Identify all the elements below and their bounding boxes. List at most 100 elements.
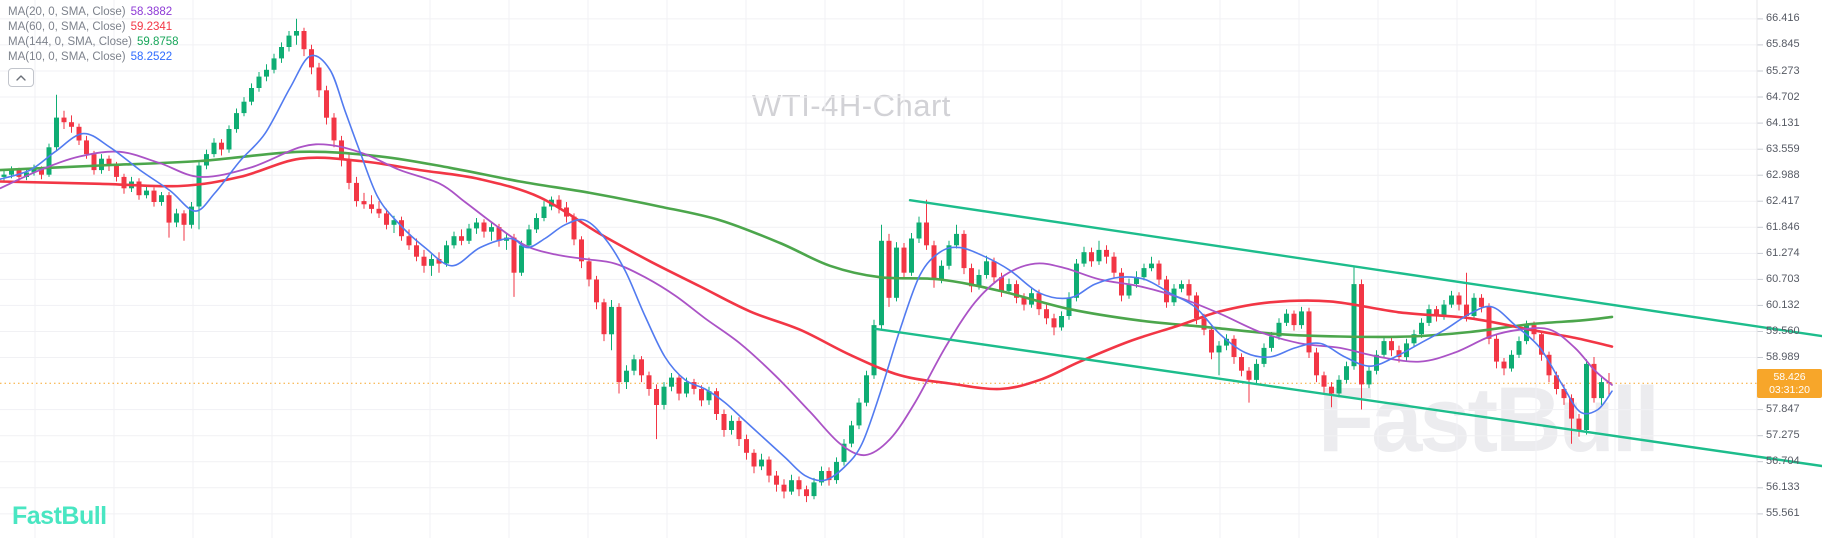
candle-down — [901, 247, 907, 273]
candle-up — [249, 88, 254, 102]
candle-up — [984, 261, 989, 275]
candle-down — [436, 259, 442, 264]
candle-down — [594, 279, 599, 303]
ma-legend-row[interactable]: MA(144, 0, SMA, Close) 59.8758 — [8, 35, 179, 50]
candle-down — [1456, 295, 1462, 305]
price-axis-label: 57.847 — [1766, 403, 1800, 416]
candle-down — [1494, 338, 1499, 362]
candle-down — [91, 154, 97, 171]
candle-up — [226, 129, 232, 150]
candle-down — [39, 169, 44, 175]
candle-down — [61, 117, 67, 123]
candle-down — [1239, 357, 1244, 371]
candle-up — [909, 238, 914, 273]
candle-down — [1089, 252, 1094, 262]
candle-down — [1021, 297, 1027, 305]
candle-up — [819, 471, 824, 483]
candle-up — [1584, 363, 1589, 430]
candle-up — [196, 165, 202, 207]
ma-legend-label: MA(10, 0, SMA, Close) — [8, 51, 126, 63]
candle-up — [294, 31, 299, 36]
candle-down — [1539, 334, 1544, 355]
candle-up — [1441, 304, 1447, 316]
candle-down — [744, 439, 749, 453]
candle-down — [219, 142, 224, 150]
price-axis-label: 66.416 — [1766, 12, 1800, 25]
candle-down — [639, 359, 644, 376]
price-axis-label: 61.274 — [1766, 246, 1800, 259]
candle-down — [324, 90, 329, 118]
candle-up — [256, 76, 262, 88]
candle-down — [781, 484, 787, 492]
candle-down — [421, 256, 427, 266]
candle-up — [1149, 263, 1154, 269]
candle-down — [331, 117, 337, 141]
candle-up — [31, 169, 37, 173]
candle-up — [1074, 263, 1079, 298]
ma-legend-row[interactable]: MA(20, 0, SMA, Close) 58.3882 — [8, 5, 179, 20]
candle-up — [1276, 322, 1282, 337]
candle-down — [1014, 284, 1019, 298]
candle-down — [1569, 398, 1574, 419]
candle-up — [849, 425, 854, 444]
price-axis-label: 56.133 — [1766, 481, 1800, 494]
ma-legend-label: MA(144, 0, SMA, Close) — [8, 36, 132, 48]
candle-up — [1374, 354, 1379, 371]
candle-down — [309, 49, 314, 68]
candle-up — [1336, 379, 1342, 394]
candle-down — [691, 382, 697, 389]
candle-down — [166, 195, 172, 223]
candle-down — [654, 389, 659, 405]
candle-up — [631, 359, 637, 371]
candle-up — [609, 306, 614, 335]
candle-down — [1464, 304, 1469, 316]
candle-up — [1261, 347, 1267, 364]
candle-down — [406, 236, 412, 246]
candle-up — [541, 206, 547, 218]
price-axis-label: 62.988 — [1766, 168, 1800, 181]
candle-up — [1599, 382, 1604, 399]
candle-up — [1224, 338, 1229, 346]
candle-down — [571, 216, 577, 240]
candle-down — [1321, 375, 1327, 387]
ma-legend-row[interactable]: MA(60, 0, SMA, Close) 59.2341 — [8, 20, 179, 35]
candle-down — [69, 122, 74, 127]
price-axis-label: 65.273 — [1766, 64, 1800, 77]
candle-up — [1134, 277, 1139, 284]
candle-down — [579, 239, 584, 262]
ma-legend-row[interactable]: MA(10, 0, SMA, Close) 58.2522 — [8, 50, 179, 65]
candle-up — [946, 245, 952, 266]
price-axis-label: 61.846 — [1766, 220, 1800, 233]
candle-up — [1179, 284, 1184, 289]
candle-up — [684, 382, 689, 394]
candle-down — [931, 245, 937, 280]
candle-down — [151, 190, 157, 202]
legend-collapse-button[interactable] — [8, 68, 34, 87]
candle-down — [616, 306, 622, 383]
candle-up — [474, 222, 479, 229]
candle-down — [1486, 306, 1492, 339]
candle-up — [1524, 325, 1529, 342]
candle-countdown: 03:31:20 — [1769, 383, 1810, 396]
candle-up — [234, 113, 239, 130]
candle-down — [414, 245, 419, 257]
candle-down — [496, 227, 502, 241]
candle-down — [1554, 375, 1559, 389]
candle-down — [1434, 309, 1439, 316]
candle-up — [1419, 322, 1424, 335]
candle-up — [1059, 316, 1064, 328]
candle-down — [1359, 284, 1364, 385]
ma-legend-label: MA(60, 0, SMA, Close) — [8, 21, 126, 33]
fastbull-logo: FastBull — [12, 502, 107, 530]
candle-up — [729, 420, 734, 430]
candle-down — [121, 176, 127, 189]
candle-down — [1246, 370, 1252, 380]
price-axis-label: 64.702 — [1766, 90, 1800, 103]
candle-up — [1126, 284, 1132, 296]
price-axis-label: 62.417 — [1766, 194, 1800, 207]
last-price-badge: 58.426 03:31:20 — [1757, 368, 1822, 398]
candle-down — [804, 489, 809, 497]
price-axis-label: 58.989 — [1766, 351, 1800, 363]
candle-down — [751, 452, 757, 467]
